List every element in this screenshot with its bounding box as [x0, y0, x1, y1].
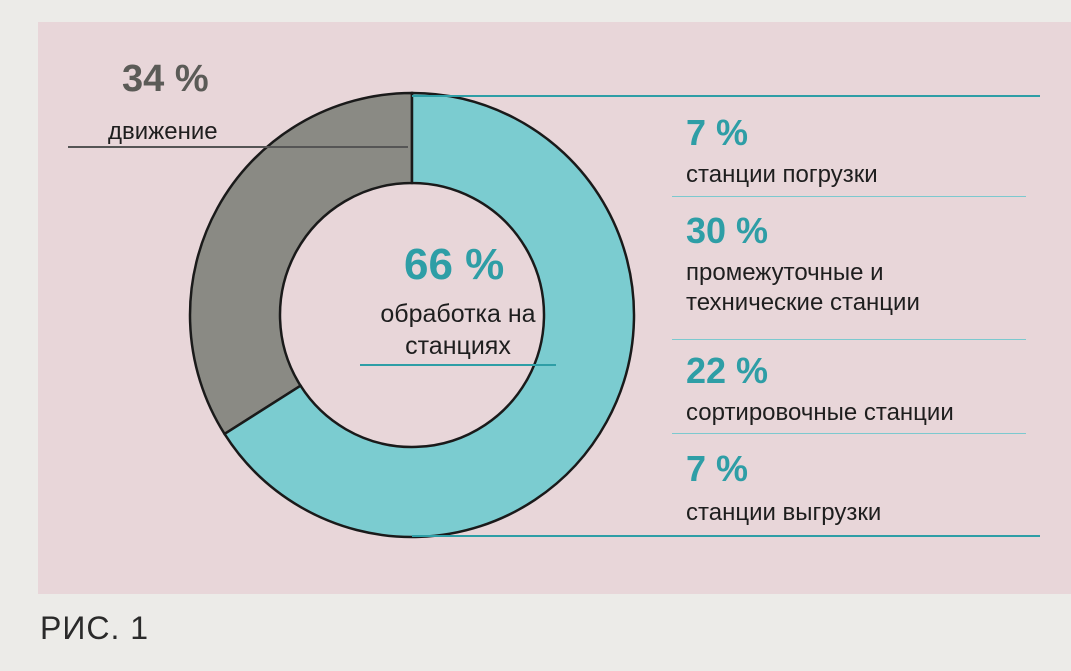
breakdown-bottom-line: [412, 535, 1040, 537]
marshalling-stations-percent: 22 %: [686, 350, 769, 391]
breakdown-divider-2: [672, 339, 1026, 340]
movement-leader-line: [68, 146, 408, 148]
loading-stations-label: станции погрузки: [686, 161, 878, 188]
breakdown-divider-1: [672, 196, 1026, 197]
movement-percent-label: 34 %: [122, 58, 209, 100]
donut-slice-0: [188, 91, 414, 436]
breakdown-top-line: [412, 95, 1040, 97]
intermediate-stations-percent: 30 %: [686, 210, 769, 251]
loading-stations-percent: 7 %: [686, 112, 749, 153]
movement-label: движение: [108, 118, 218, 145]
station-processing-percent-label: 66 %: [404, 240, 505, 289]
figure-caption: РИС. 1: [40, 610, 150, 646]
breakdown-divider-3: [672, 433, 1026, 434]
station-processing-label: обработка на станциях: [380, 300, 536, 360]
center-leader-line: [360, 364, 556, 366]
unloading-stations-percent: 7 %: [686, 448, 749, 489]
marshalling-stations-label: сортировочные станции: [686, 399, 954, 426]
unloading-stations-label: станции выгрузки: [686, 499, 882, 526]
intermediate-stations-label: промежуточные и технические станции: [686, 259, 920, 316]
donut-slice-1: [222, 91, 636, 539]
